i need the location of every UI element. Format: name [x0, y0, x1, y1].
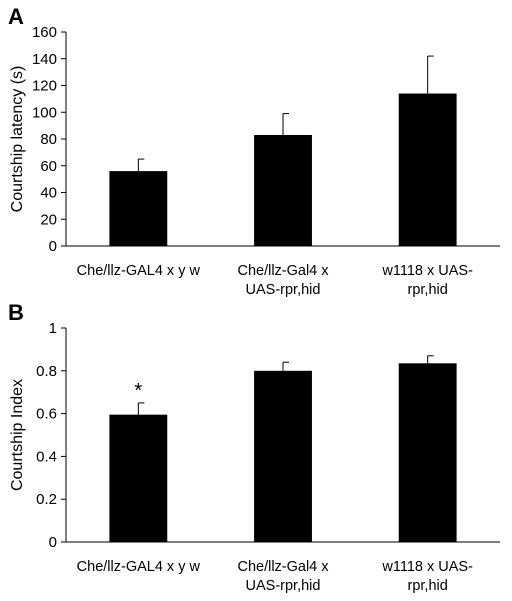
x-category-label: Che/llz-GAL4 x y w: [77, 559, 201, 575]
y-tick-label: 60: [40, 158, 57, 175]
bar: [254, 370, 312, 542]
x-category-label: w1118 x UAS-rpr,hid: [381, 263, 473, 298]
y-tick-label: 0.4: [36, 448, 57, 465]
chart-panel-a: A 0 20 40 60 80 100 120 140 160 Courtship latency …: [8, 4, 500, 298]
y-tick-label: 0.6: [36, 406, 57, 423]
y-tick-label: 20: [40, 211, 57, 228]
y-tick-label: 0.8: [36, 363, 57, 380]
panel-letter: A: [8, 4, 24, 29]
bar: [109, 171, 168, 246]
y-tick-label: 140: [32, 51, 57, 68]
y-tick-label: 1: [49, 320, 57, 337]
y-tick-label: 120: [32, 78, 57, 95]
chart-panel-b: B 0 0.2 0.4 0.6 0.8 1 Courtship Index Che/llz-GA…: [8, 300, 500, 594]
bar: [254, 134, 312, 246]
y-tick-label: 40: [40, 185, 57, 202]
bar: [398, 363, 457, 542]
significance-marker: *: [134, 380, 142, 402]
y-tick-label: 0.2: [36, 491, 57, 508]
bar: [109, 414, 168, 542]
y-tick-label: 0: [49, 534, 57, 551]
x-category-label: Che/llz-GAL4 x y w: [77, 263, 201, 279]
x-category-label: Che/llz-Gal4 x UAS-rpr,hid: [237, 559, 329, 594]
bar: [398, 93, 457, 247]
panel-letter: B: [8, 300, 24, 325]
x-category-label: Che/llz-Gal4 x UAS-rpr,hid: [237, 263, 329, 298]
y-axis-label: Courtship Index: [9, 379, 26, 491]
y-axis-label: Courtship latency (s): [9, 66, 26, 213]
x-category-label: w1118 x UAS-rpr,hid: [381, 559, 473, 594]
y-tick-label: 80: [40, 131, 57, 148]
y-tick-label: 160: [32, 24, 57, 41]
y-tick-label: 100: [32, 104, 57, 121]
y-tick-label: 0: [49, 238, 57, 255]
